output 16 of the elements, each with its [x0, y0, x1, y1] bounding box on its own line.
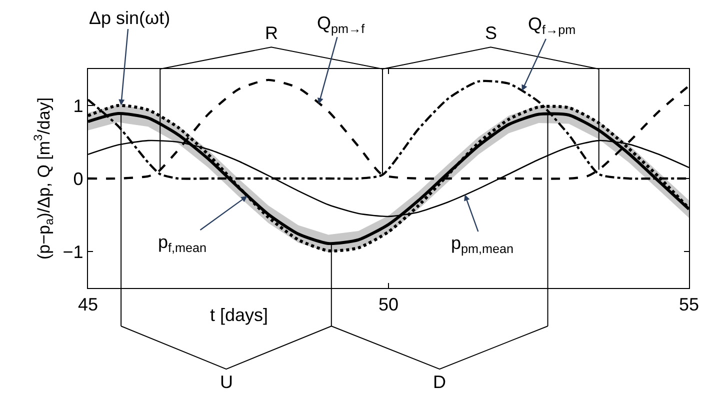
- annotation: p$_{f,mean}$: [158, 232, 207, 255]
- y-tick-label: 0: [73, 168, 84, 189]
- text: U: [220, 372, 233, 392]
- annotation: Δp sin(ωt): [89, 8, 170, 28]
- annotation: p$_{pm,mean}$: [451, 233, 514, 256]
- text: D: [433, 372, 446, 392]
- text: R: [265, 23, 278, 43]
- text: S: [485, 23, 498, 43]
- y-tick-label: 1: [73, 96, 84, 116]
- x-tick-label: 45: [78, 294, 98, 315]
- x-axis-title: t [days]: [210, 305, 268, 325]
- annotation: Q$_{pm→f}$: [317, 13, 366, 36]
- x-tick-label: 50: [378, 294, 399, 315]
- annotation: Q$_{f→pm}$: [528, 14, 576, 37]
- y-tick-label: −1: [62, 242, 84, 262]
- x-tick-label: 55: [678, 294, 700, 315]
